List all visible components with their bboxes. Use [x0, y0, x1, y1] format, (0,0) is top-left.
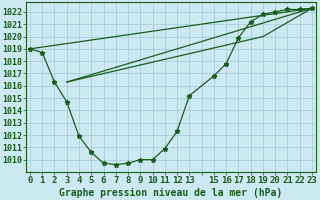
X-axis label: Graphe pression niveau de la mer (hPa): Graphe pression niveau de la mer (hPa) [59, 188, 283, 198]
